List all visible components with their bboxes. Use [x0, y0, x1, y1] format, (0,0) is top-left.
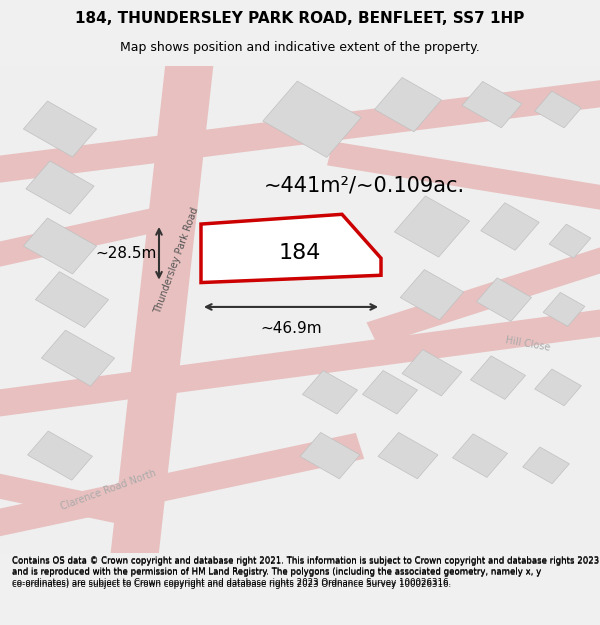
- Polygon shape: [23, 218, 97, 274]
- Polygon shape: [302, 371, 358, 414]
- Polygon shape: [28, 431, 92, 480]
- Polygon shape: [476, 278, 532, 321]
- Text: Clarence Road North: Clarence Road North: [59, 468, 157, 512]
- Text: ~441m²/~0.109ac.: ~441m²/~0.109ac.: [264, 175, 465, 195]
- Polygon shape: [462, 81, 522, 127]
- Polygon shape: [300, 432, 360, 479]
- Text: 184, THUNDERSLEY PARK ROAD, BENFLEET, SS7 1HP: 184, THUNDERSLEY PARK ROAD, BENFLEET, SS…: [76, 11, 524, 26]
- Polygon shape: [0, 77, 600, 186]
- Polygon shape: [549, 224, 591, 258]
- Polygon shape: [0, 468, 136, 526]
- Polygon shape: [378, 432, 438, 479]
- Polygon shape: [41, 330, 115, 386]
- Polygon shape: [535, 91, 581, 128]
- Polygon shape: [394, 196, 470, 257]
- Polygon shape: [470, 356, 526, 399]
- Polygon shape: [108, 39, 216, 579]
- Text: Contains OS data © Crown copyright and database right 2021. This information is : Contains OS data © Crown copyright and d…: [12, 556, 599, 589]
- Polygon shape: [327, 141, 600, 214]
- Polygon shape: [535, 369, 581, 406]
- Polygon shape: [362, 371, 418, 414]
- Polygon shape: [201, 214, 381, 282]
- Text: Thundersley Park Road: Thundersley Park Road: [153, 206, 201, 315]
- Polygon shape: [452, 434, 508, 478]
- Polygon shape: [263, 81, 361, 158]
- Polygon shape: [0, 433, 364, 542]
- Polygon shape: [0, 200, 196, 272]
- Polygon shape: [402, 349, 462, 396]
- Polygon shape: [543, 292, 585, 326]
- Text: Contains OS data © Crown copyright and database right 2021. This information is : Contains OS data © Crown copyright and d…: [12, 557, 599, 586]
- Text: ~28.5m: ~28.5m: [95, 246, 157, 261]
- Text: Hill Close: Hill Close: [505, 334, 551, 352]
- Polygon shape: [35, 272, 109, 328]
- Polygon shape: [481, 202, 539, 250]
- Polygon shape: [523, 447, 569, 484]
- Polygon shape: [0, 306, 600, 420]
- Text: ~46.9m: ~46.9m: [260, 321, 322, 336]
- Polygon shape: [374, 78, 442, 132]
- Polygon shape: [26, 161, 94, 214]
- Polygon shape: [23, 101, 97, 157]
- Text: 184: 184: [279, 243, 321, 263]
- Polygon shape: [400, 269, 464, 320]
- Text: Map shows position and indicative extent of the property.: Map shows position and indicative extent…: [120, 41, 480, 54]
- Polygon shape: [367, 239, 600, 345]
